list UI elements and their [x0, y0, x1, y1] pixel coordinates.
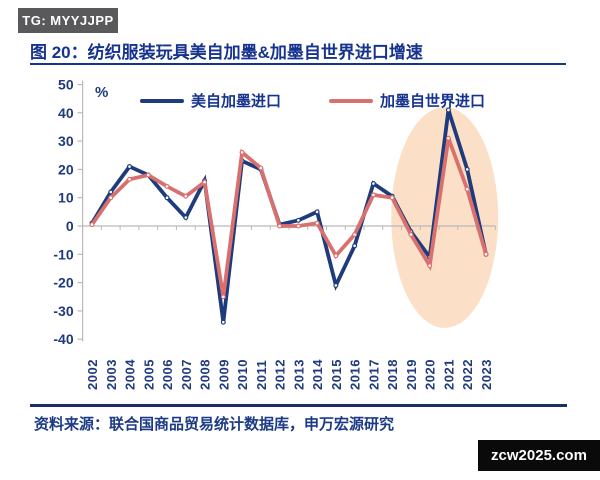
svg-text:2020: 2020	[423, 359, 438, 390]
svg-text:-30: -30	[53, 303, 73, 319]
svg-text:10: 10	[58, 190, 74, 206]
svg-text:2016: 2016	[348, 359, 363, 390]
svg-text:30: 30	[58, 133, 74, 149]
svg-text:2019: 2019	[404, 359, 419, 390]
watermark-text: zcw2025.com	[491, 447, 587, 464]
svg-text:2005: 2005	[141, 359, 156, 390]
svg-text:0: 0	[66, 218, 74, 234]
svg-text:2014: 2014	[310, 359, 325, 390]
svg-text:2017: 2017	[366, 359, 381, 390]
title-divider	[30, 63, 566, 65]
svg-text:2006: 2006	[160, 359, 175, 390]
y-axis-unit-label: %	[95, 84, 109, 101]
svg-text:2007: 2007	[179, 359, 194, 390]
svg-text:-40: -40	[53, 331, 73, 347]
svg-text:2022: 2022	[460, 359, 475, 390]
svg-text:2013: 2013	[291, 359, 306, 390]
svg-text:-10: -10	[53, 246, 73, 262]
svg-text:2002: 2002	[85, 359, 100, 390]
svg-text:2011: 2011	[254, 360, 269, 390]
channel-badge: TG: MYYJJPP	[18, 8, 118, 33]
chart-title: 图 20：纺织服装玩具美自加墨&加墨自世界进口增速	[30, 43, 423, 62]
svg-text:2012: 2012	[273, 359, 288, 390]
svg-text:2004: 2004	[123, 359, 138, 390]
source-note: 资料来源：联合国商品贸易统计数据库，申万宏源研究	[34, 416, 395, 433]
chart-area: -40 -30 -20 -10 0 10 20 30 40 50 2002 2003 2004 2005 2…	[15, 72, 585, 402]
svg-text:2009: 2009	[216, 359, 231, 390]
line-chart: -40 -30 -20 -10 0 10 20 30 40 50 2002 2003 2004 2005 2…	[53, 77, 499, 390]
legend-line-red-icon	[329, 98, 374, 103]
svg-text:40: 40	[58, 105, 74, 121]
footer-divider	[30, 404, 567, 407]
legend-label: 加墨自世界进口	[380, 93, 486, 110]
legend-label: 美自加墨进口	[191, 93, 282, 110]
watermark-badge: zcw2025.com	[478, 440, 600, 471]
svg-text:2023: 2023	[479, 359, 494, 390]
svg-text:50: 50	[58, 77, 74, 93]
channel-badge-text: TG: MYYJJPP	[22, 13, 114, 28]
svg-text:2008: 2008	[198, 359, 213, 390]
legend-item-camex-imports: 加墨自世界进口	[329, 90, 485, 111]
legend-item-us-imports: 美自加墨进口	[140, 90, 281, 111]
svg-text:2018: 2018	[385, 359, 400, 390]
svg-text:-20: -20	[53, 275, 73, 291]
svg-text:2003: 2003	[104, 359, 119, 390]
svg-text:2010: 2010	[235, 359, 250, 390]
svg-text:20: 20	[58, 161, 74, 177]
legend-line-blue-icon	[140, 98, 184, 103]
chart-legend: 美自加墨进口 加墨自世界进口	[140, 90, 485, 111]
svg-text:2021: 2021	[441, 359, 456, 390]
svg-text:2015: 2015	[329, 359, 344, 390]
